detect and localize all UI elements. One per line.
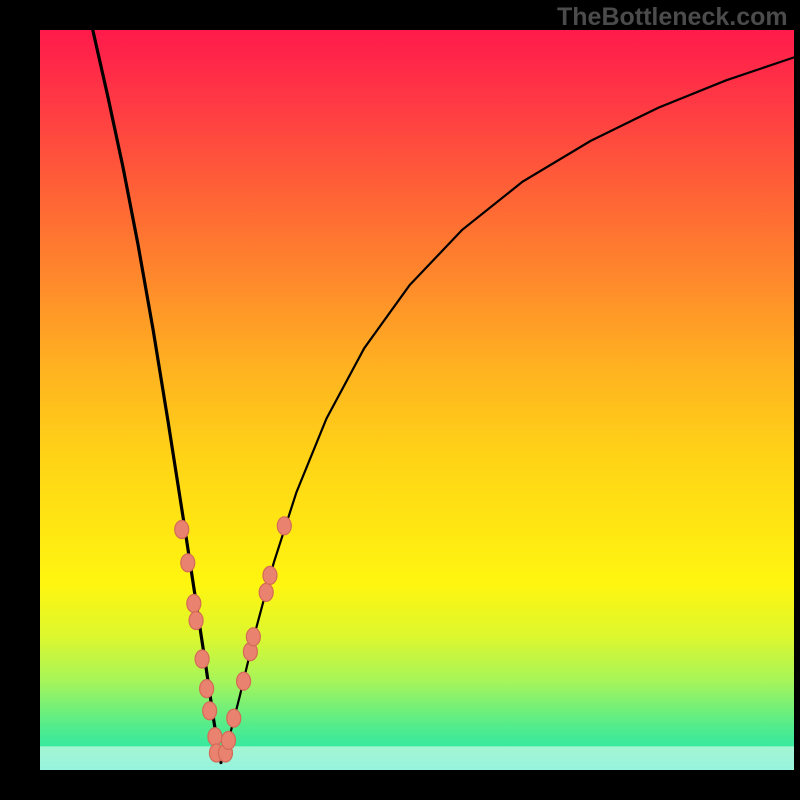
watermark-text: TheBottleneck.com	[557, 3, 788, 32]
plot-group	[40, 30, 794, 770]
data-marker	[203, 702, 217, 720]
data-marker	[175, 521, 189, 539]
marker-group	[175, 517, 292, 762]
chart-frame: TheBottleneck.com	[0, 0, 800, 800]
data-marker	[237, 672, 251, 690]
data-marker	[189, 612, 203, 630]
data-marker	[187, 595, 201, 613]
data-marker	[227, 709, 241, 727]
data-marker	[246, 628, 260, 646]
data-marker	[208, 728, 222, 746]
data-marker	[263, 566, 277, 584]
data-marker	[195, 650, 209, 668]
curve-right	[221, 57, 794, 762]
data-marker	[259, 583, 273, 601]
data-marker	[222, 731, 236, 749]
baseline-highlight	[40, 746, 794, 770]
data-marker	[200, 680, 214, 698]
data-marker	[277, 517, 291, 535]
data-marker	[181, 554, 195, 572]
chart-svg	[0, 0, 800, 800]
